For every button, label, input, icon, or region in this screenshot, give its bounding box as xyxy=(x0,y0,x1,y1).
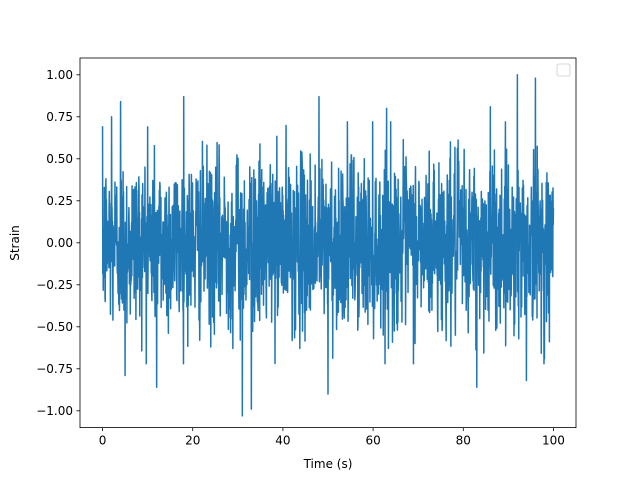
x-tick-label: 0 xyxy=(99,434,107,448)
x-axis-ticks: 0 20 40 60 80 100 xyxy=(99,427,565,448)
y-tick-label: −1.00 xyxy=(36,404,73,418)
y-tick-label: 0.75 xyxy=(46,110,73,124)
x-tick-label: 40 xyxy=(275,434,290,448)
x-tick-label: 80 xyxy=(456,434,471,448)
y-tick-label: −0.25 xyxy=(36,278,73,292)
y-tick-label: −0.75 xyxy=(36,362,73,376)
y-tick-label: 0.50 xyxy=(46,152,73,166)
x-tick-label: 60 xyxy=(365,434,380,448)
x-axis-label: Time (s) xyxy=(303,457,353,471)
plot-area xyxy=(101,74,555,417)
strain-series-line xyxy=(101,74,555,417)
y-tick-label: −0.50 xyxy=(36,320,73,334)
x-tick-label: 100 xyxy=(542,434,565,448)
y-axis-ticks: −1.00 −0.75 −0.50 −0.25 0.00 0.25 0.50 0.75 1.00 xyxy=(36,68,80,418)
y-axis-label: Strain xyxy=(8,225,22,261)
y-tick-label: 1.00 xyxy=(46,68,73,82)
legend-box xyxy=(556,63,571,77)
y-tick-label: 0.00 xyxy=(46,236,73,250)
x-tick-label: 20 xyxy=(185,434,200,448)
y-tick-label: 0.25 xyxy=(46,194,73,208)
